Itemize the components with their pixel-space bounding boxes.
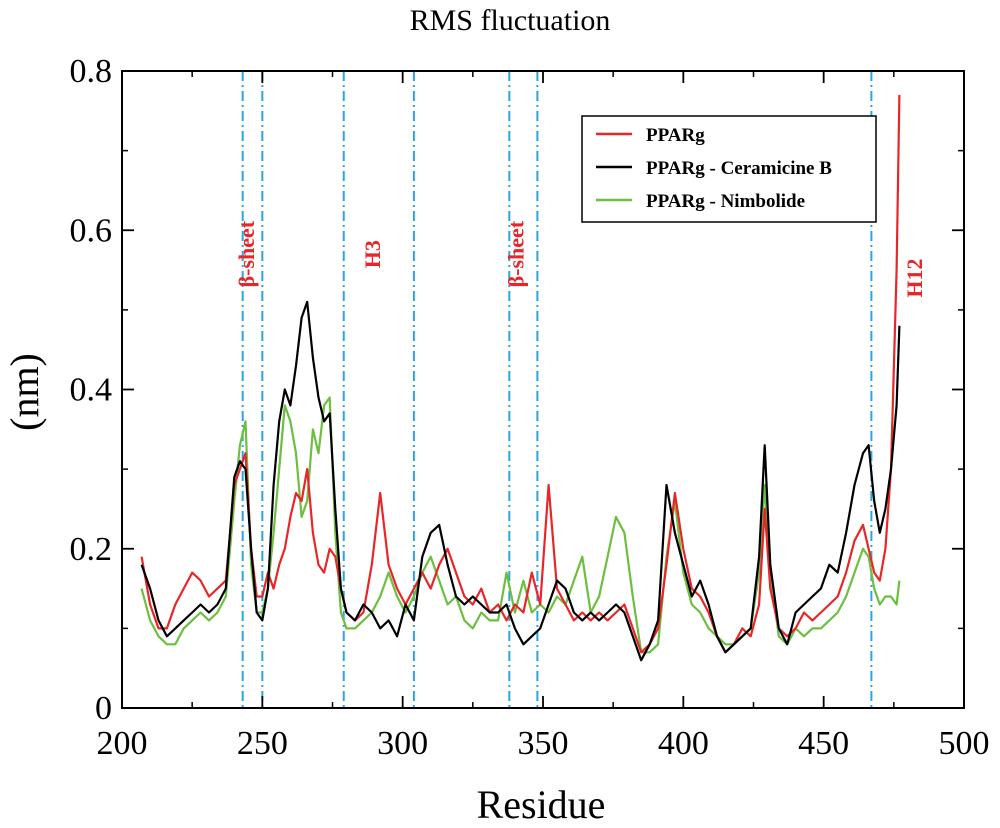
y-tick-label: 0.2	[70, 531, 113, 568]
chart-title: RMS fluctuation	[410, 4, 611, 37]
series-line-1	[140, 300, 901, 662]
legend-label-2: PPARg - Nimbolide	[646, 191, 805, 212]
y-tick-label: 0.8	[70, 53, 113, 90]
x-axis-ticks: 200 250 300 350 400 450 500	[97, 71, 990, 762]
legend-label-1: PPARg - Ceramicine B	[646, 158, 832, 179]
region-label-1: H3	[360, 240, 385, 268]
region-labels: β-sheet H3 β-sheet H12	[234, 220, 927, 297]
x-tick-label: 250	[237, 725, 288, 762]
x-axis-label: Residue	[477, 782, 606, 827]
data-series	[140, 94, 901, 662]
series-line-2	[140, 396, 901, 654]
x-tick-label: 200	[97, 725, 148, 762]
legend: PPARg PPARg - Ceramicine B PPARg - Nimboli…	[581, 115, 877, 223]
legend-label-0: PPARg	[646, 125, 705, 146]
x-tick-label: 300	[377, 725, 428, 762]
region-label-3: H12	[902, 258, 927, 297]
y-tick-label: 0	[95, 690, 112, 727]
series-line-0	[140, 94, 901, 654]
x-tick-label: 350	[518, 725, 569, 762]
x-tick-label: 500	[939, 725, 990, 762]
region-label-2: β-sheet	[503, 220, 528, 287]
y-tick-label: 0.4	[70, 372, 113, 409]
region-label-0: β-sheet	[234, 220, 259, 287]
y-axis-ticks: 0 0.2 0.4 0.6 0.8	[70, 53, 964, 727]
x-tick-label: 400	[658, 725, 709, 762]
y-tick-label: 0.6	[70, 212, 113, 249]
x-tick-label: 450	[798, 725, 849, 762]
y-axis-label: (nm)	[2, 353, 47, 431]
